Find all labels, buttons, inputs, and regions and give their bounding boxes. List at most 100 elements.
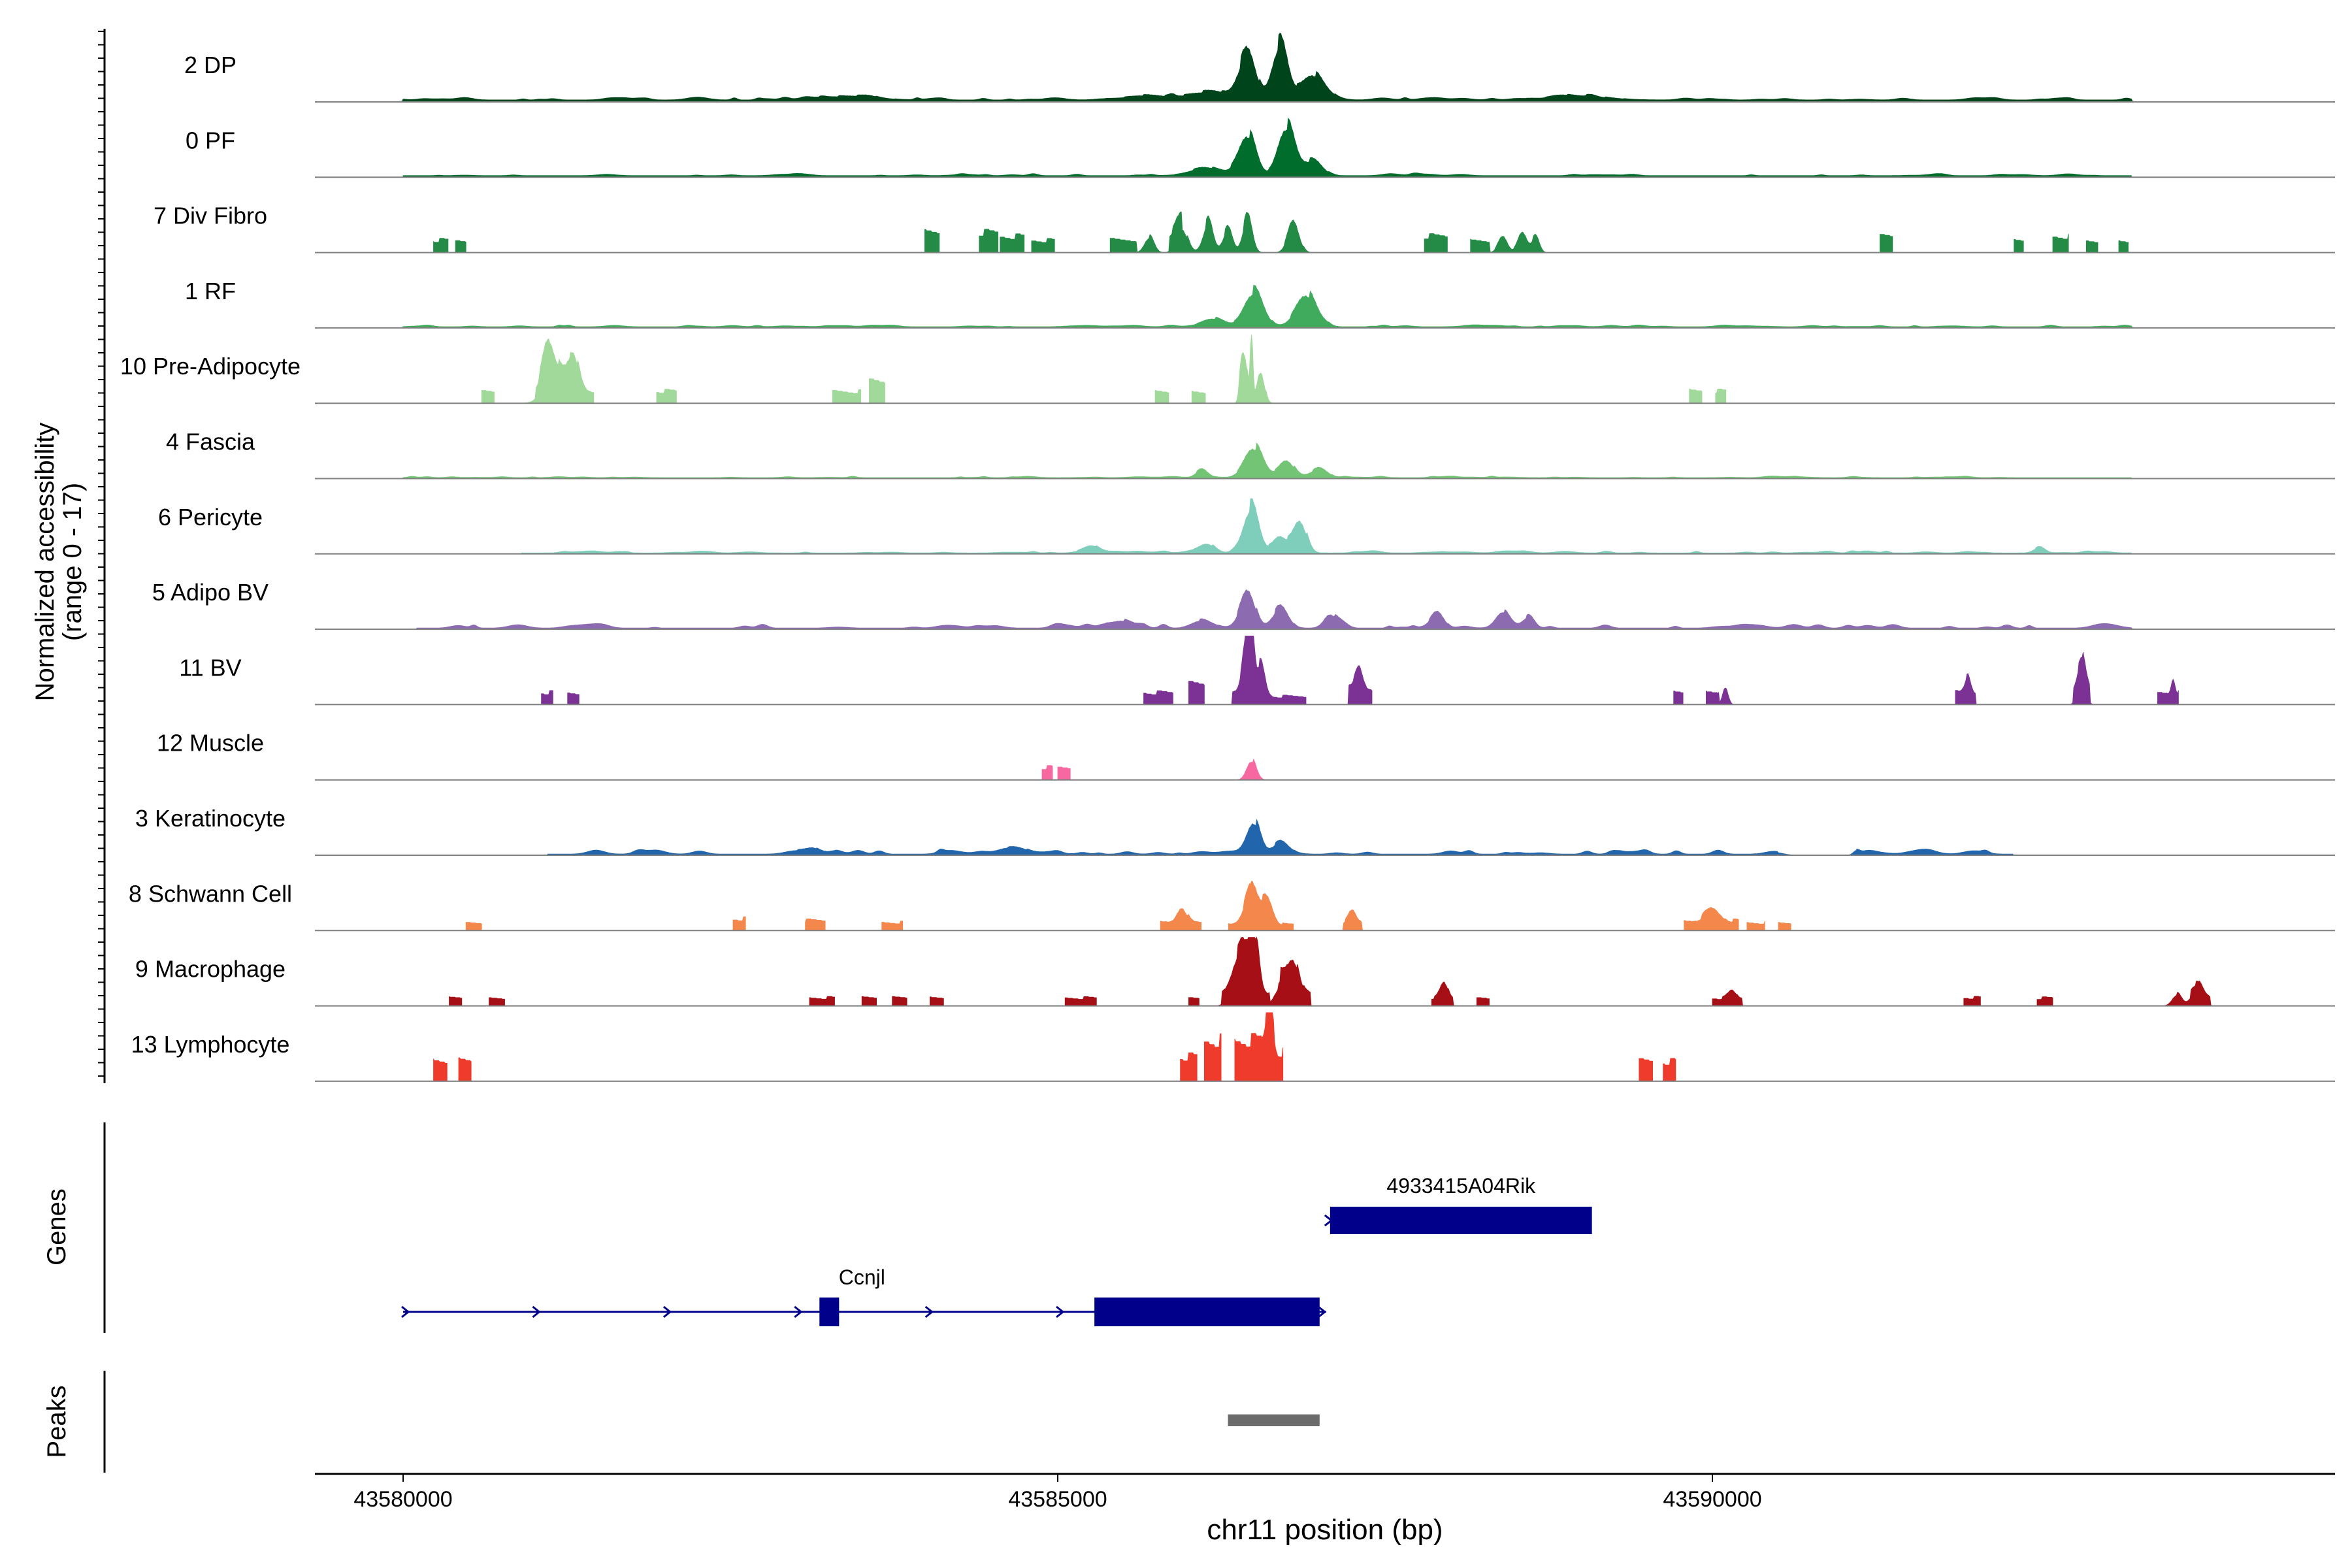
coverage-region — [1234, 1012, 1284, 1082]
coverage-region — [1347, 665, 1373, 705]
coverage-region — [832, 389, 861, 404]
coverage-region — [1228, 881, 1294, 931]
coverage-region — [1706, 687, 1735, 705]
coverage-region — [1057, 766, 1071, 781]
strand-arrow — [401, 1305, 410, 1318]
coverage-region — [732, 916, 746, 931]
coverage-region — [1963, 996, 1981, 1006]
coverage-region — [399, 285, 2137, 329]
coverage-region — [1955, 673, 1977, 705]
coverage-region — [2118, 240, 2129, 253]
peaks-panel-label: Peaks — [42, 1385, 71, 1458]
coverage-region — [892, 996, 907, 1006]
x-tick-label: 43590000 — [1663, 1487, 1761, 1512]
coverage-region — [541, 690, 553, 705]
coverage-region — [1431, 981, 1456, 1006]
y-axis-label: Normalized accessibility — [31, 423, 59, 702]
track-label: 2 DP — [184, 52, 237, 78]
coverage-region — [1188, 997, 1200, 1006]
track-label: 12 Muscle — [157, 730, 264, 757]
track-label: 10 Pre-Adipocyte — [120, 353, 301, 380]
coverage-region — [1712, 989, 1743, 1006]
coverage-region — [1715, 389, 1727, 404]
track-6: 4 Fascia — [166, 429, 2335, 480]
track-label: 11 BV — [179, 654, 241, 681]
coverage-region — [455, 240, 466, 253]
strand-arrow — [794, 1305, 803, 1318]
x-tick-label: 43580000 — [353, 1487, 452, 1512]
coverage-region — [402, 117, 2132, 178]
coverage-region — [1424, 233, 1448, 253]
coverage-region — [1180, 1053, 1198, 1082]
coverage-region — [1663, 1058, 1676, 1082]
gene-label: 4933415A04Rik — [1386, 1174, 1536, 1198]
coverage-region — [1188, 681, 1205, 705]
coverage-region — [2014, 238, 2024, 253]
track-label: 9 Macrophage — [135, 956, 286, 983]
coverage-region — [1880, 234, 1893, 253]
coverage-region — [2157, 679, 2179, 705]
coverage-region — [861, 996, 877, 1006]
y-axis-range-label: (range 0 - 17) — [58, 483, 87, 641]
coverage-region — [567, 693, 580, 705]
coverage-region — [1231, 636, 1307, 705]
track-7: 6 Pericyte — [158, 498, 2335, 555]
peak-track — [1228, 1414, 1320, 1426]
coverage-region — [2036, 996, 2053, 1006]
coverage-region — [1234, 335, 1274, 404]
coverage-region — [809, 996, 835, 1006]
coverage-region — [1778, 922, 1791, 931]
coverage-region — [1041, 765, 1053, 781]
exon — [1330, 1207, 1592, 1234]
strand-arrow — [532, 1305, 541, 1318]
track-label: 6 Pericyte — [158, 504, 263, 531]
coverage-region — [1160, 908, 1201, 931]
coverage-region — [2085, 240, 2099, 253]
track-9: 11 BV — [179, 636, 2335, 706]
track-8: 5 Adipo BV — [152, 579, 2335, 630]
track-label: 5 Adipo BV — [152, 579, 269, 606]
coverage-region — [1639, 1058, 1653, 1082]
coverage-region — [449, 996, 463, 1006]
coverage-region — [656, 389, 677, 404]
gene-label: Ccnjl — [839, 1266, 885, 1289]
track-10: 12 Muscle — [157, 730, 2335, 781]
strand-arrow — [662, 1305, 672, 1318]
coverage-region — [1673, 691, 1684, 705]
coverage-region — [881, 921, 904, 931]
x-axis-ticks: 43580000 43585000 43590000 — [353, 1474, 1762, 1512]
coverage-region — [1684, 907, 1739, 931]
genes-panel-label: Genes — [42, 1188, 71, 1266]
coverage-region — [1274, 220, 1313, 253]
coverage-region — [521, 498, 2132, 555]
coverage-region — [1689, 389, 1703, 404]
coverage-region — [1470, 231, 1548, 253]
track-3: 7 Div Fibro — [154, 203, 2335, 253]
coverage-region — [2052, 233, 2069, 253]
track-13: 9 Macrophage — [135, 936, 2335, 1007]
coverage-region — [979, 229, 998, 253]
coverage-region — [930, 996, 944, 1006]
track-label: 13 Lymphocyte — [131, 1031, 290, 1058]
coverage-tracks: 2 DP 0 PF 7 Div Fibro 1 RF 10 Pre-Adipocyte 4… — [120, 33, 2335, 1082]
track-label: 1 RF — [185, 278, 236, 304]
coverage-region — [2163, 980, 2215, 1006]
coverage-region — [1191, 391, 1206, 404]
track-label: 4 Fascia — [166, 429, 255, 455]
coverage-region — [1064, 996, 1097, 1006]
coverage-region — [1154, 390, 1169, 404]
gene-Ccnjl: Ccnjl — [401, 1266, 1327, 1326]
coverage-region — [1215, 936, 1313, 1006]
track-label: 3 Keratinocyte — [135, 805, 286, 832]
strand-arrow — [924, 1305, 934, 1318]
coverage-region — [465, 922, 482, 931]
coverage-region — [1204, 1033, 1222, 1082]
exon — [1094, 1298, 1320, 1326]
gene-4933415A04Rik: 4933415A04Rik — [1324, 1174, 1592, 1234]
y-axis-ticks — [98, 31, 105, 1077]
coverage-region — [489, 997, 505, 1006]
track-label: 0 PF — [186, 127, 235, 154]
coverage-region — [924, 229, 940, 253]
coverage-region — [433, 1058, 448, 1082]
